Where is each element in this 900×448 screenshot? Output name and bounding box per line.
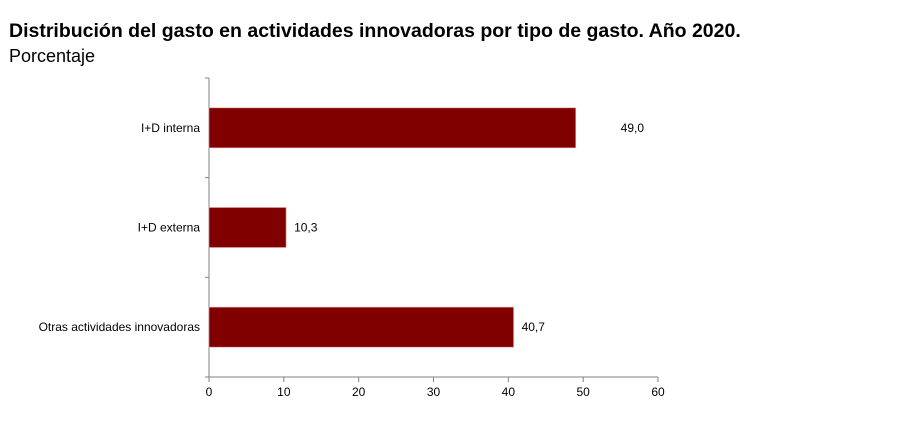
x-tick-label: 20 bbox=[352, 385, 366, 399]
x-tick-label: 10 bbox=[277, 385, 291, 399]
x-tick-label: 40 bbox=[502, 385, 516, 399]
x-tick-label: 0 bbox=[206, 385, 213, 399]
data-label: 40,7 bbox=[522, 320, 546, 334]
bar-2 bbox=[208, 306, 514, 348]
data-label: 10,3 bbox=[294, 221, 318, 235]
bar-1 bbox=[208, 207, 287, 248]
category-label: Otras actividades innovadoras bbox=[39, 320, 200, 334]
x-tick-label: 30 bbox=[427, 385, 441, 399]
x-tick-label: 60 bbox=[651, 385, 665, 399]
category-label: I+D interna bbox=[141, 121, 200, 135]
category-label: I+D externa bbox=[138, 221, 201, 235]
x-tick-label: 50 bbox=[576, 385, 590, 399]
chart-title: Distribución del gasto en actividades in… bbox=[9, 20, 741, 42]
data-label: 49,0 bbox=[621, 121, 645, 135]
bar-0 bbox=[208, 107, 576, 149]
chart-subtitle: Porcentaje bbox=[9, 46, 96, 66]
